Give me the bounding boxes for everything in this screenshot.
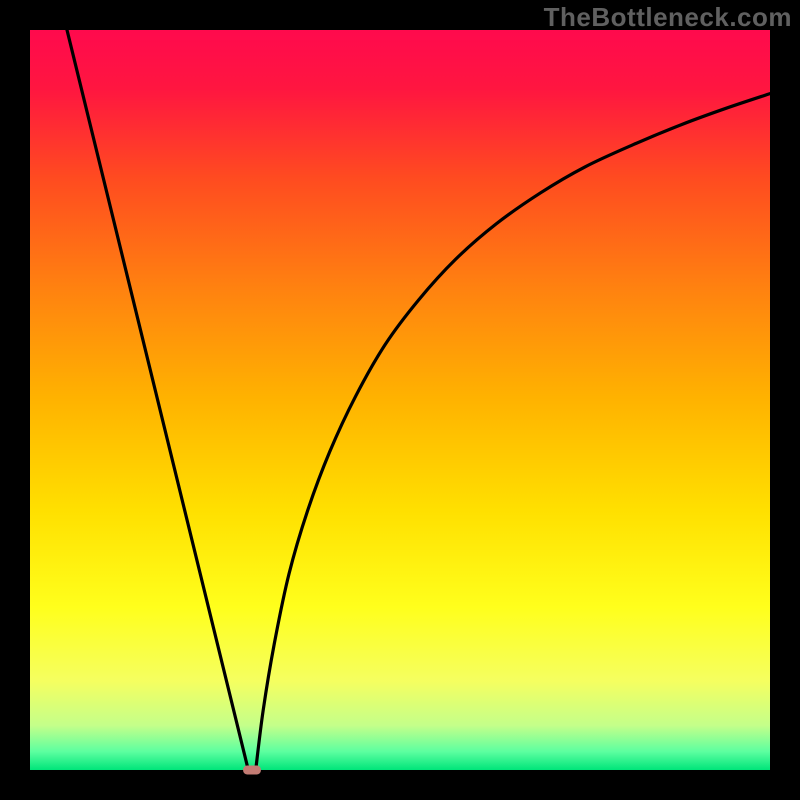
- chart-container: TheBottleneck.com: [0, 0, 800, 800]
- watermark-text: TheBottleneck.com: [544, 2, 792, 33]
- minimum-marker: [243, 766, 261, 775]
- plot-background: [30, 30, 770, 770]
- bottleneck-chart: [0, 0, 800, 800]
